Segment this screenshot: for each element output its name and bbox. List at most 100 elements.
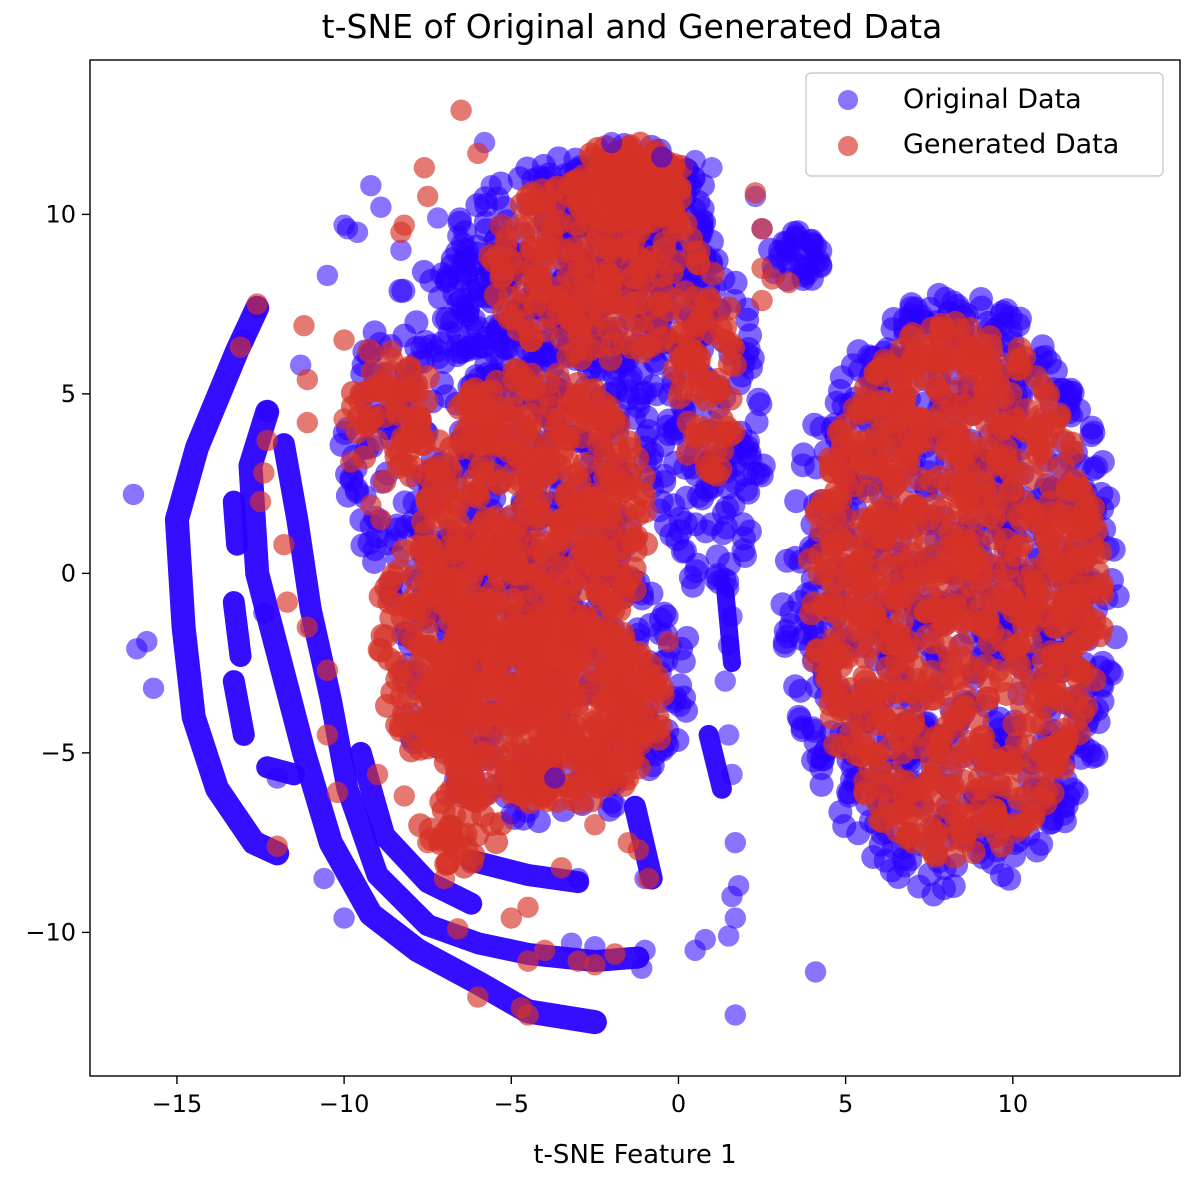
point-generated-data-55 (417, 831, 439, 854)
chart-title: t-SNE of Original and Generated Data (322, 7, 943, 46)
x-axis-ticks: −15 −10 −5 0 5 10 (152, 1076, 1028, 1118)
point-original-data-27 (801, 228, 823, 251)
point-generated-data-6 (293, 314, 315, 337)
point-original-data-19 (600, 131, 623, 154)
point-generated-data-43 (500, 907, 522, 929)
y-tick-label: −10 (25, 918, 76, 946)
x-tick-label: −15 (152, 1090, 203, 1118)
point-generated-data-15 (296, 616, 319, 638)
point-original-data-44 (560, 932, 583, 954)
point-original-data-0 (122, 483, 145, 506)
point-generated-data-58 (417, 724, 439, 746)
point-generated-data-52 (447, 918, 469, 940)
point-generated-data-32 (751, 218, 773, 240)
point-generated-data-18 (326, 781, 349, 804)
point-generated-data-46 (567, 950, 589, 972)
point-original-data-29 (721, 605, 743, 628)
point-original-data-46 (333, 907, 355, 929)
point-generated-data-44 (517, 950, 539, 972)
point-generated-data-57 (366, 763, 389, 786)
point-generated-data-42 (517, 896, 539, 918)
point-generated-data-56 (393, 785, 415, 807)
point-original-data-42 (630, 957, 653, 979)
point-original-data-14 (390, 239, 412, 261)
legend-swatch-generated-data (838, 136, 858, 156)
point-original-data-2 (136, 630, 158, 653)
y-tick-label: 0 (61, 559, 76, 587)
point-generated-data-0 (450, 99, 472, 121)
point-original-data-36 (721, 885, 743, 908)
point-generated-data-39 (617, 831, 640, 854)
y-tick-label: −5 (41, 739, 76, 767)
point-generated-data-21 (333, 329, 355, 351)
point-generated-data-12 (249, 490, 272, 513)
point-original-data-33 (721, 763, 743, 786)
point-generated-data-37 (637, 867, 660, 890)
point-original-data-55 (804, 961, 827, 983)
point-original-data-40 (684, 939, 706, 962)
point-original-data-12 (370, 196, 392, 218)
point-original-data-52 (544, 767, 566, 789)
point-original-data-11 (360, 174, 382, 197)
point-original-data-6 (256, 401, 278, 423)
point-original-data-50 (567, 867, 589, 890)
point-generated-data-22 (333, 408, 355, 430)
x-axis-label: t-SNE Feature 1 (533, 1140, 736, 1170)
legend: Original Data Generated Data (805, 72, 1164, 177)
point-generated-data-27 (370, 508, 392, 531)
point-generated-data-49 (467, 986, 489, 1008)
point-generated-data-9 (296, 368, 319, 391)
point-generated-data-30 (396, 454, 419, 477)
point-generated-data-31 (744, 182, 767, 204)
point-original-data-38 (717, 925, 740, 947)
legend-box (805, 72, 1164, 177)
point-original-data-16 (447, 225, 469, 247)
point-original-data-41 (634, 939, 656, 962)
point-original-data-49 (266, 767, 288, 789)
point-generated-data-19 (266, 835, 288, 857)
point-generated-data-8 (229, 336, 252, 358)
point-original-data-43 (584, 936, 606, 958)
point-generated-data-34 (761, 268, 783, 290)
point-generated-data-36 (778, 271, 800, 294)
point-generated-data-1 (467, 142, 489, 165)
x-tick-label: −5 (494, 1090, 529, 1118)
point-original-data-32 (717, 724, 740, 746)
legend-swatch-original-data (838, 90, 858, 110)
point-generated-data-53 (433, 867, 456, 890)
point-generated-data-2 (413, 157, 436, 179)
scatter-points (122, 99, 827, 1026)
point-generated-data-47 (584, 954, 606, 976)
point-clusters (164, 131, 1130, 1035)
y-axis-ticks: −10 −5 0 5 10 (25, 200, 90, 946)
point-generated-data-29 (400, 383, 422, 405)
point-generated-data-35 (751, 289, 773, 312)
point-original-data-8 (316, 264, 339, 287)
point-generated-data-14 (276, 591, 298, 613)
x-tick-label: −10 (319, 1090, 370, 1118)
point-original-data-13 (346, 221, 369, 244)
point-original-data-31 (714, 670, 736, 692)
point-generated-data-16 (316, 659, 339, 682)
point-original-data-22 (701, 157, 723, 179)
point-original-data-51 (500, 803, 522, 825)
plot-frame (89, 59, 1181, 1077)
point-generated-data-54 (447, 839, 469, 861)
point-generated-data-48 (604, 943, 626, 965)
point-generated-data-11 (253, 462, 275, 484)
point-original-data-54 (724, 1004, 747, 1026)
point-original-data-21 (684, 149, 706, 172)
y-tick-label: 10 (45, 200, 76, 228)
point-original-data-30 (717, 634, 740, 656)
point-generated-data-51 (517, 1004, 539, 1026)
point-original-data-3 (142, 677, 165, 699)
point-generated-data-13 (273, 533, 295, 556)
x-tick-label: 0 (671, 1090, 686, 1118)
point-original-data-28 (717, 577, 740, 599)
point-generated-data-24 (366, 429, 389, 452)
point-original-data-18 (480, 174, 502, 197)
point-generated-data-25 (340, 451, 362, 473)
point-generated-data-23 (353, 415, 375, 437)
point-generated-data-59 (657, 630, 680, 653)
